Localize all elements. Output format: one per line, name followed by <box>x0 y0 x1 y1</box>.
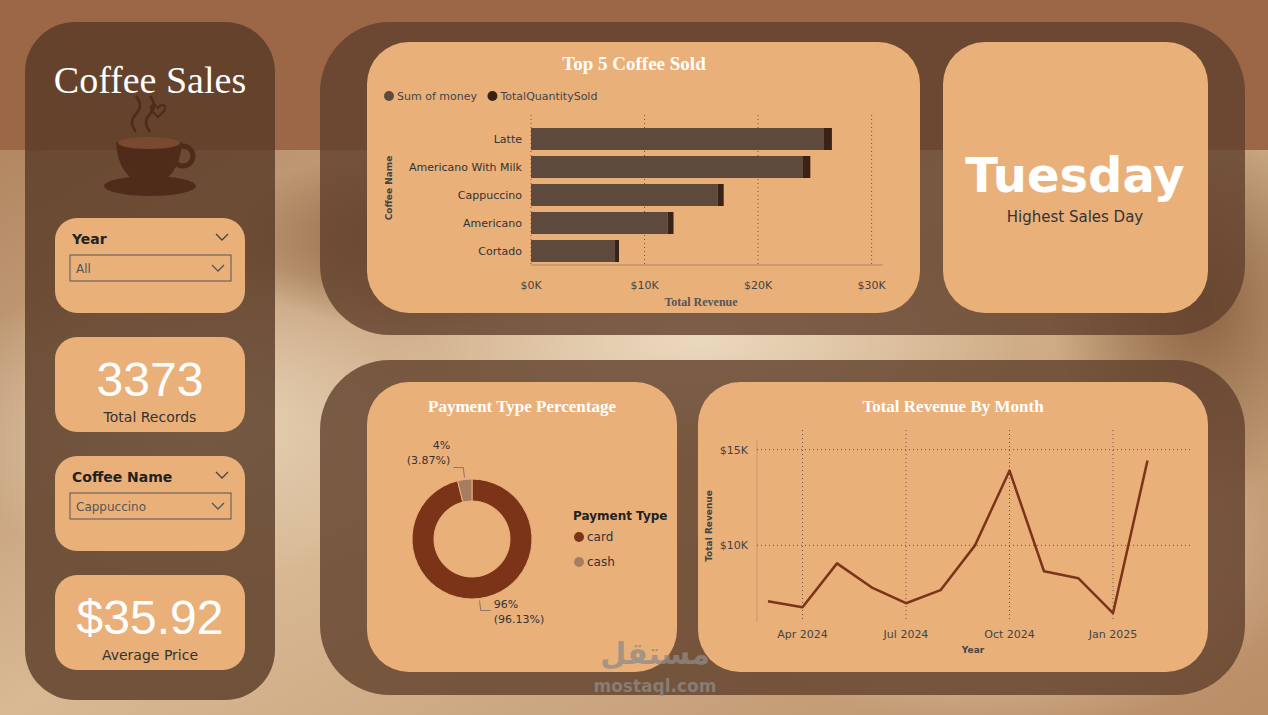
card <box>367 42 920 313</box>
legend-title: Payment Type <box>573 509 667 523</box>
tick-label: Apr 2024 <box>777 628 828 641</box>
bottom-container <box>320 360 1245 695</box>
legend-label: Sum of money <box>397 90 477 103</box>
grid-line <box>1113 430 1114 622</box>
dashboard-title: Coffee Sales <box>54 59 246 101</box>
data-label-line: (96.13%) <box>494 613 545 626</box>
slicer-value: Cappuccino <box>76 500 146 514</box>
data-label: 96% (96.13%) <box>494 598 545 626</box>
tick-label: $15K <box>720 444 749 457</box>
slice <box>412 479 532 599</box>
category-label: Cappuccino <box>458 189 522 202</box>
grid-line <box>871 115 872 265</box>
data-label-line: 96% <box>494 598 518 611</box>
kpi-value: Tuesday <box>965 147 1184 203</box>
bar <box>824 128 832 150</box>
line <box>768 460 1148 613</box>
legend-label: cash <box>587 555 615 569</box>
card <box>367 382 677 672</box>
axis-title: Year <box>961 645 985 655</box>
chart-title: Total Revenue By Month <box>862 397 1044 416</box>
category-label: Americano With Milk <box>409 161 523 174</box>
lines <box>768 460 1148 613</box>
bar <box>802 156 810 178</box>
legend-swatch <box>487 91 497 101</box>
leader-line <box>453 468 464 478</box>
slicer-label: Coffee Name <box>72 469 172 485</box>
card <box>698 382 1208 672</box>
kpi-card <box>55 337 245 432</box>
watermark: mostaql.com <box>593 676 716 696</box>
heart <box>151 105 166 117</box>
data-label-line: 4% <box>433 439 450 452</box>
slicer-label: Year <box>71 231 107 247</box>
category-label: Latte <box>494 133 522 146</box>
legend-swatch <box>384 91 394 101</box>
tick-label: $30K <box>858 279 887 292</box>
chart-title: Top 5 Coffee Sold <box>562 53 706 74</box>
slicer-value: All <box>76 262 91 276</box>
card <box>943 42 1208 313</box>
cup-icon <box>104 96 196 196</box>
chevron <box>216 234 228 240</box>
axis-title: Total Revenue <box>664 295 738 309</box>
legend-swatch <box>574 532 584 542</box>
handle <box>173 146 193 166</box>
dropdown[interactable] <box>70 493 231 519</box>
bar <box>718 184 724 206</box>
bar <box>531 212 668 234</box>
bar <box>531 240 615 262</box>
bar <box>668 212 674 234</box>
legend-label: card <box>587 530 613 544</box>
tick-label: $10K <box>630 279 659 292</box>
tick-label: $20K <box>744 279 773 292</box>
kpi-card <box>55 575 245 670</box>
slicer-card <box>55 218 245 313</box>
bar <box>531 184 718 206</box>
steam <box>132 96 140 132</box>
tick-label: Jul 2024 <box>883 628 929 641</box>
data-label-line: (3.87%) <box>407 454 451 467</box>
axis-line <box>757 440 758 622</box>
kpi-label: Average Price <box>102 647 198 663</box>
bar <box>531 128 824 150</box>
kpi-value: 3373 <box>97 353 204 406</box>
slice <box>458 479 472 502</box>
chart-title: Payment Type Percentage <box>428 397 616 416</box>
axis-title: Total Revenue <box>704 490 714 562</box>
bar <box>531 156 802 178</box>
grid-line <box>906 430 907 622</box>
chevron <box>212 265 224 271</box>
chevron <box>216 472 228 478</box>
kpi-label: Total Records <box>103 409 197 425</box>
bar <box>615 240 619 262</box>
dashboard: Coffee Sales Year All Coffee Name Cappuccino… <box>0 0 1268 715</box>
chevron <box>212 503 224 509</box>
bars <box>531 128 832 262</box>
legend-swatch <box>574 557 584 567</box>
leader-line <box>480 601 491 611</box>
tick-label: $0K <box>520 279 542 292</box>
axis-line <box>531 265 883 266</box>
top-container <box>320 22 1245 335</box>
category-label: Cortado <box>478 245 522 258</box>
watermark: مستقل <box>600 636 710 671</box>
grid-line <box>757 449 1192 450</box>
grid-line <box>802 430 803 622</box>
axis-title: Coffee Name <box>384 156 394 221</box>
kpi-label: Highest Sales Day <box>1007 208 1144 226</box>
category-label: Americano <box>463 217 522 230</box>
tick-label: $10K <box>720 539 749 552</box>
left-panel <box>25 22 275 700</box>
legend-label: TotalQuantitySold <box>499 90 597 103</box>
tick-label: Oct 2024 <box>984 628 1035 641</box>
tick-label: Jan 2025 <box>1088 628 1137 641</box>
data-label: 4% (3.87%) <box>407 439 451 467</box>
slicer-card <box>55 456 245 551</box>
kpi-value: $35.92 <box>77 591 224 644</box>
grid-line <box>1009 430 1010 622</box>
steam <box>146 96 154 132</box>
coffee-surface <box>118 137 180 149</box>
dropdown[interactable] <box>70 255 231 281</box>
